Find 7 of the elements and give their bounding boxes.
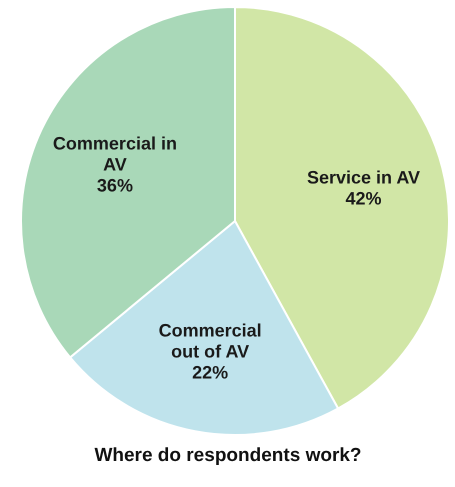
data-label: 22%: [192, 362, 228, 382]
slice-label: Commercial out of AV: [158, 320, 262, 362]
data-label: 42%: [345, 188, 382, 209]
data-label: 36%: [96, 176, 133, 196]
slice-label: Commercial in AV: [52, 134, 177, 175]
text: Where do respondents work?: [93, 445, 363, 467]
slice-label: Service in AV: [306, 168, 420, 188]
